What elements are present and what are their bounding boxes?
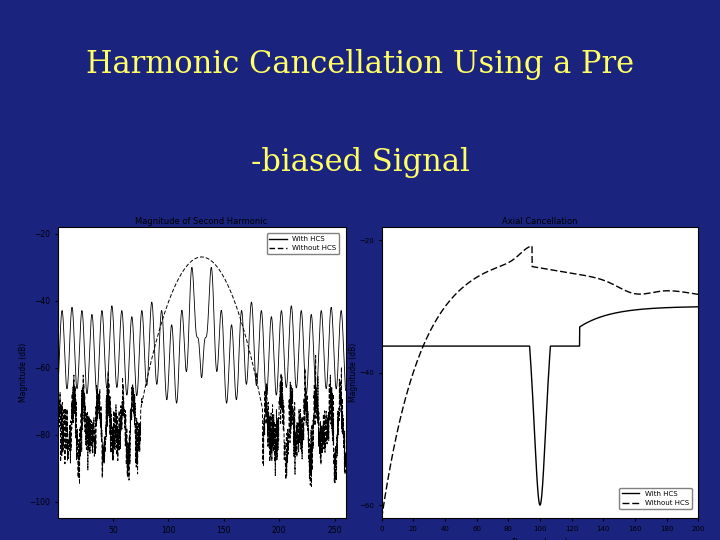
Legend: With HCS, Without HCS: With HCS, Without HCS [266, 233, 339, 254]
Title: Axial Cancellation: Axial Cancellation [503, 217, 577, 226]
Legend: With HCS, Without HCS: With HCS, Without HCS [619, 488, 692, 509]
Text: -biased Signal: -biased Signal [251, 146, 469, 178]
Title: Magnitude of Second Harmonic: Magnitude of Second Harmonic [135, 217, 268, 226]
Y-axis label: Magnitude (dB): Magnitude (dB) [19, 343, 27, 402]
X-axis label: Range (mm): Range (mm) [512, 538, 568, 540]
Y-axis label: Magnitude (dB): Magnitude (dB) [348, 343, 358, 402]
Text: Harmonic Cancellation Using a Pre: Harmonic Cancellation Using a Pre [86, 49, 634, 80]
